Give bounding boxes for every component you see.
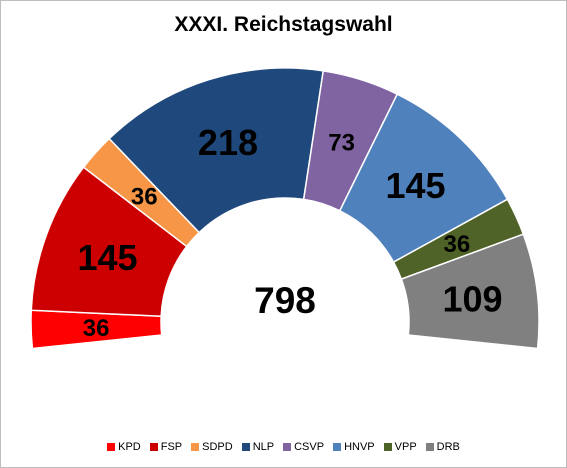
legend-item-fsp: FSP	[149, 441, 183, 453]
legend-label: CSVP	[294, 441, 325, 453]
segments-group	[30, 67, 540, 350]
legend-item-csvp: CSVP	[283, 441, 324, 453]
segment-nlp	[108, 67, 325, 234]
legend-swatch	[107, 443, 116, 451]
legend-item-kpd: KPD	[107, 441, 141, 453]
value-label-drb: 109	[443, 279, 503, 320]
value-label-hnvp: 145	[385, 165, 445, 206]
legend-label: KPD	[118, 441, 141, 453]
legend-item-nlp: NLP	[241, 441, 275, 453]
legend-item-vpp: VPP	[383, 441, 417, 453]
chart-title: XXXI. Reichstagswahl	[174, 13, 393, 36]
legend-label: SDPD	[202, 441, 233, 453]
legend-item-hnvp: HNVP	[333, 441, 375, 453]
legend-swatch	[333, 443, 342, 451]
value-label-sdpd: 36	[131, 183, 158, 210]
segment-drb	[400, 233, 540, 350]
legend-label: VPP	[394, 441, 417, 453]
legend-label: NLP	[252, 441, 275, 453]
legend-label: DRB	[436, 441, 460, 453]
value-label-kpd: 36	[83, 315, 110, 342]
legend-swatch	[191, 443, 200, 451]
legend-swatch	[425, 443, 434, 451]
legend-swatch	[283, 443, 292, 451]
total-seats-label: 798	[254, 280, 316, 321]
legend: KPD FSP SDPD NLP CSVP HNVP VPP DRB	[1, 441, 566, 453]
legend-item-drb: DRB	[425, 441, 460, 453]
legend-item-sdpd: SDPD	[191, 441, 233, 453]
legend-swatch	[383, 443, 392, 451]
legend-swatch	[241, 443, 250, 451]
legend-label: FSP	[160, 441, 183, 453]
legend-swatch	[149, 443, 158, 451]
value-label-csvp: 73	[328, 129, 355, 156]
value-label-fsp: 145	[77, 237, 137, 278]
value-label-nlp: 218	[198, 122, 258, 163]
parliament-chart: 36 145 36 218 73 145 36 109 798	[30, 67, 540, 350]
legend-label: HNVP	[344, 441, 375, 453]
segment-labels-group: 36 145 36 218 73 145 36 109	[77, 122, 502, 342]
value-label-vpp: 36	[444, 231, 471, 258]
